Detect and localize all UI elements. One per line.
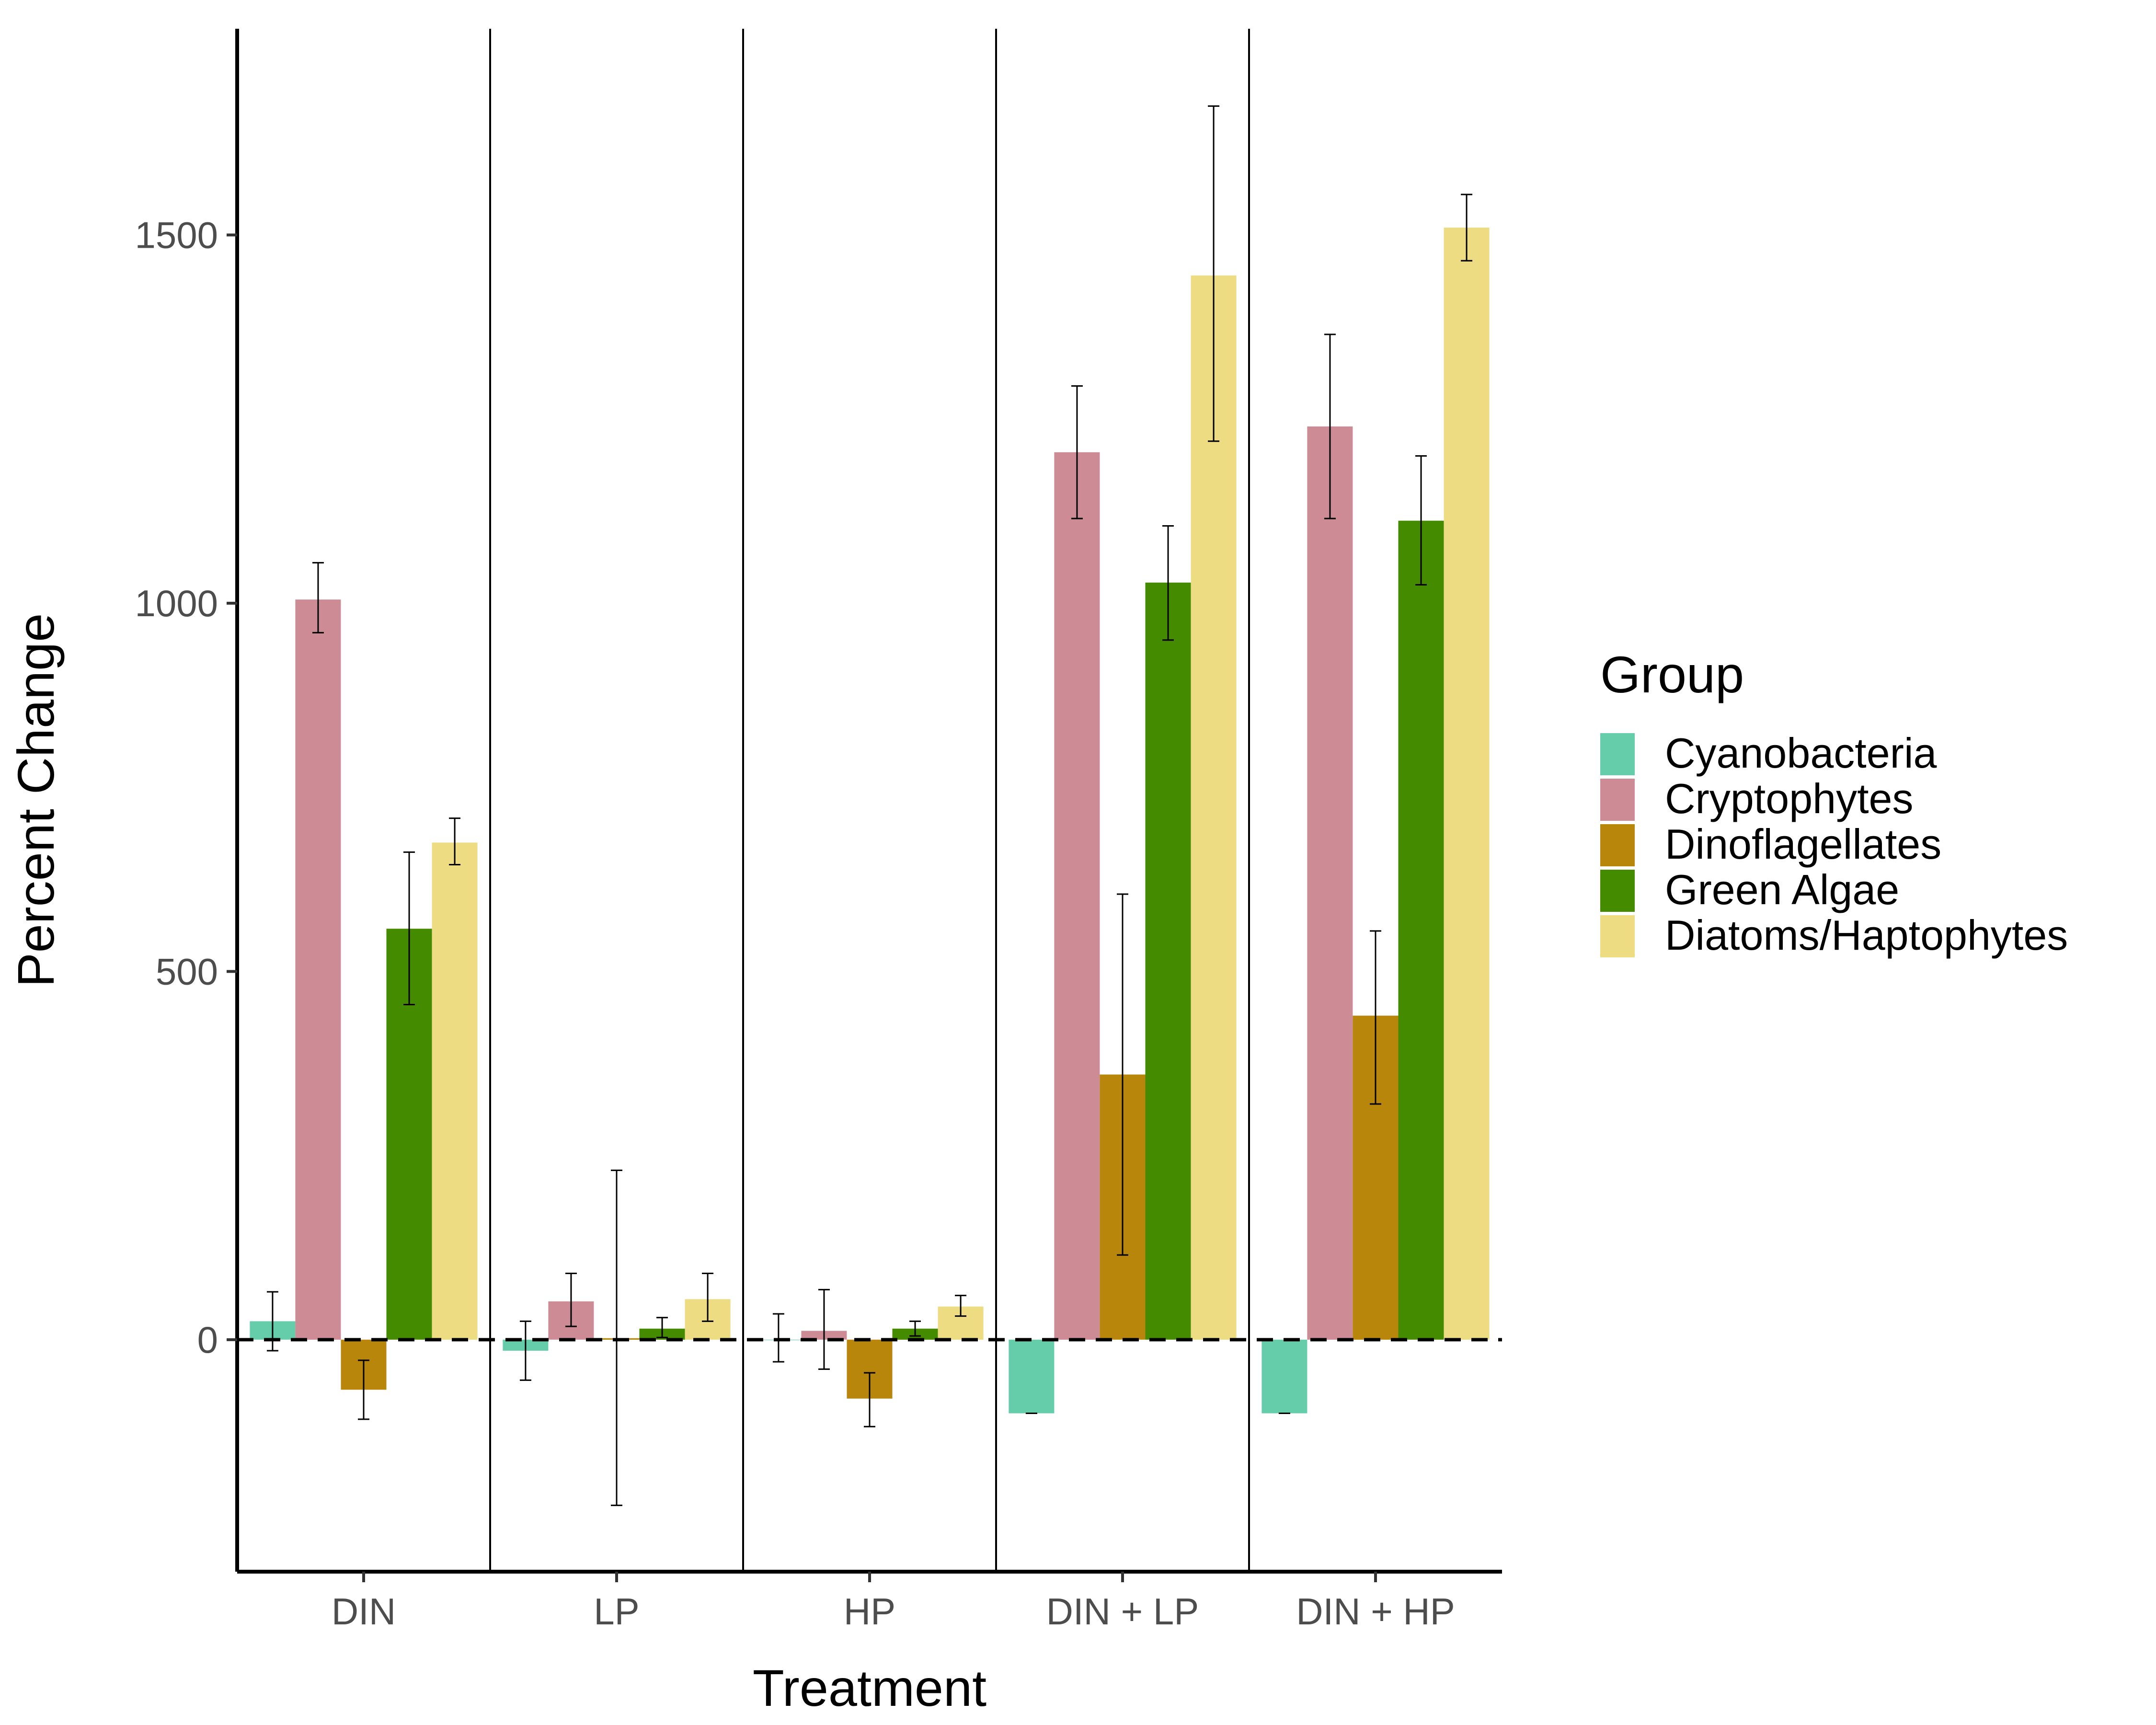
error-bar-diatoms-haptophytes-2 bbox=[955, 1295, 967, 1317]
legend-item-cyanobacteria: Cyanobacteria bbox=[1600, 729, 1937, 777]
bar-green-algae-3 bbox=[1145, 582, 1191, 1340]
bar-cryptophytes-0 bbox=[295, 599, 341, 1340]
legend-key bbox=[1600, 870, 1635, 912]
legend-label: Cyanobacteria bbox=[1665, 729, 1937, 777]
legend-label: Green Algae bbox=[1665, 866, 1899, 913]
error-bars-layer bbox=[266, 105, 1473, 1506]
legend-key bbox=[1600, 915, 1635, 957]
error-bar-cryptophytes-1 bbox=[565, 1273, 577, 1327]
error-bar-dinoflagellates-1 bbox=[611, 1169, 622, 1506]
error-bar-cyanobacteria-1 bbox=[519, 1320, 531, 1381]
x-tick-label-0: DIN bbox=[332, 1590, 396, 1633]
error-bar-cyanobacteria-2 bbox=[772, 1313, 784, 1363]
y-tick-label-2: 1000 bbox=[135, 582, 218, 624]
error-bar-diatoms-haptophytes-4 bbox=[1461, 194, 1473, 262]
legend: Group CyanobacteriaCryptophytesDinoflage… bbox=[1600, 645, 2068, 959]
bar-diatoms-haptophytes-4 bbox=[1444, 228, 1490, 1340]
legend-label: Dinoflagellates bbox=[1665, 820, 1941, 868]
axes-layer: 0 500 1000 1500 DIN LP HP DIN + LP DIN + HP bbox=[135, 29, 1502, 1633]
error-bar-cryptophytes-0 bbox=[312, 562, 324, 633]
y-axis-title: Percent Change bbox=[7, 613, 65, 988]
y-tick-label-1: 500 bbox=[156, 950, 218, 992]
x-tick-label-1: LP bbox=[594, 1590, 639, 1633]
bar-green-algae-4 bbox=[1398, 520, 1444, 1340]
error-bar-green-algae-1 bbox=[656, 1317, 668, 1338]
error-bar-green-algae-4 bbox=[1415, 455, 1427, 586]
legend-key bbox=[1600, 824, 1635, 866]
legend-item-diatoms-haptophytes: Diatoms/Haptophytes bbox=[1600, 911, 2068, 959]
y-tick-label-0: 0 bbox=[197, 1319, 218, 1361]
legend-key bbox=[1600, 733, 1635, 775]
legend-item-cryptophytes: Cryptophytes bbox=[1600, 775, 1913, 822]
error-bar-cryptophytes-4 bbox=[1324, 334, 1336, 519]
x-axis-title: Treatment bbox=[753, 1659, 986, 1717]
bar-cyanobacteria-3 bbox=[1009, 1339, 1055, 1414]
legend-item-dinoflagellates: Dinoflagellates bbox=[1600, 820, 1941, 868]
error-bar-dinoflagellates-0 bbox=[358, 1359, 369, 1420]
legend-item-green-algae: Green Algae bbox=[1600, 866, 1899, 913]
legend-key bbox=[1600, 779, 1635, 821]
bars-layer bbox=[250, 228, 1490, 1414]
error-bar-diatoms-haptophytes-3 bbox=[1208, 105, 1220, 442]
x-tick-label-4: DIN + HP bbox=[1296, 1590, 1455, 1633]
x-tick-label-3: DIN + LP bbox=[1046, 1590, 1199, 1633]
error-bar-green-algae-0 bbox=[403, 851, 415, 1006]
error-bar-dinoflagellates-4 bbox=[1370, 930, 1381, 1105]
bar-cryptophytes-3 bbox=[1054, 452, 1100, 1340]
bar-diatoms-haptophytes-3 bbox=[1191, 275, 1237, 1340]
error-bar-dinoflagellates-3 bbox=[1117, 893, 1128, 1256]
error-bar-cryptophytes-3 bbox=[1071, 385, 1083, 519]
error-bar-green-algae-2 bbox=[909, 1320, 921, 1337]
bar-diatoms-haptophytes-0 bbox=[432, 842, 478, 1340]
x-tick-label-2: HP bbox=[844, 1590, 895, 1633]
legend-title: Group bbox=[1600, 645, 1744, 703]
error-bar-green-algae-3 bbox=[1162, 525, 1174, 641]
y-tick-label-3: 1500 bbox=[135, 214, 218, 256]
error-bar-diatoms-haptophytes-0 bbox=[449, 817, 461, 865]
error-bar-dinoflagellates-2 bbox=[864, 1372, 875, 1427]
legend-label: Diatoms/Haptophytes bbox=[1665, 911, 2068, 959]
error-bar-cryptophytes-2 bbox=[818, 1288, 830, 1370]
bar-cryptophytes-4 bbox=[1307, 426, 1353, 1340]
bar-cyanobacteria-4 bbox=[1261, 1339, 1307, 1414]
legend-label: Cryptophytes bbox=[1665, 775, 1913, 822]
error-bar-diatoms-haptophytes-1 bbox=[702, 1273, 714, 1322]
